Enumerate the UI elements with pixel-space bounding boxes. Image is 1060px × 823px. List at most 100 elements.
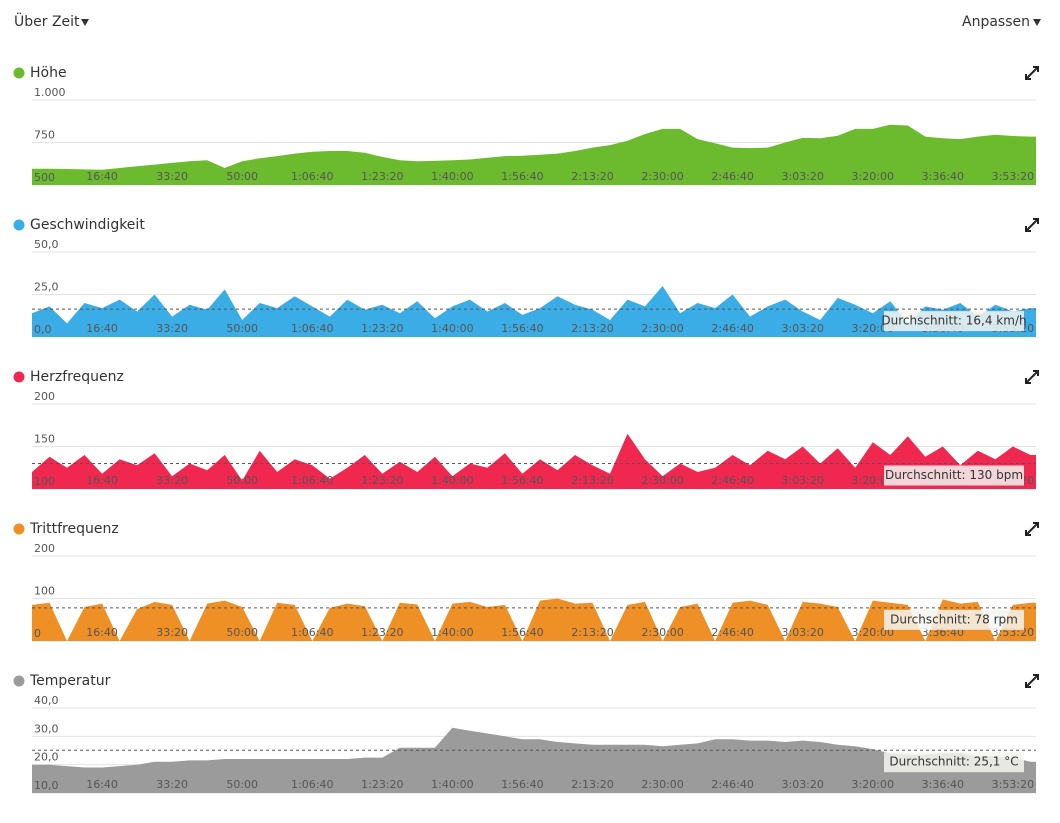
x-tick-label: 50:00 — [226, 170, 258, 183]
x-tick-label: 3:03:20 — [781, 778, 823, 791]
x-tick-label: 2:13:20 — [571, 626, 613, 639]
y-tick-label: 40,0 — [34, 694, 59, 707]
expand-icon[interactable] — [1025, 370, 1039, 384]
x-tick-label: 1:06:40 — [291, 778, 333, 791]
y-tick-label: 1.000 — [34, 86, 66, 99]
y-tick-label: 0,0 — [34, 323, 52, 336]
x-tick-label: 3:20:00 — [852, 170, 894, 183]
x-tick-label: 3:36:40 — [922, 170, 964, 183]
x-tick-label: 2:46:40 — [711, 322, 753, 335]
legend-dot — [13, 67, 25, 79]
x-tick-label: 1:23:20 — [361, 170, 403, 183]
x-tick-label: 3:03:20 — [781, 170, 823, 183]
x-tick-label: 2:13:20 — [571, 474, 613, 487]
x-tick-label: 16:40 — [86, 170, 118, 183]
x-tick-label: 2:30:00 — [641, 474, 683, 487]
average-box — [884, 465, 1024, 486]
x-tick-label: 2:13:20 — [571, 778, 613, 791]
x-tick-label: 1:40:00 — [431, 322, 473, 335]
x-tick-label: 1:06:40 — [291, 322, 333, 335]
x-tick-label: 50:00 — [226, 474, 258, 487]
average-label: Durchschnitt: 25,1 °C — [889, 755, 1018, 769]
expand-icon[interactable] — [1025, 674, 1039, 688]
y-tick-label: 100 — [34, 585, 55, 598]
y-tick-label: 50,0 — [34, 238, 59, 251]
x-tick-label: 1:23:20 — [361, 778, 403, 791]
x-tick-label: 50:00 — [226, 322, 258, 335]
x-tick-label: 16:40 — [86, 474, 118, 487]
x-tick-label: 2:30:00 — [641, 322, 683, 335]
x-tick-label: 3:53:20 — [992, 778, 1034, 791]
chart-title: Trittfrequenz — [29, 521, 119, 537]
average-label: Durchschnitt: 130 bpm — [885, 468, 1023, 482]
expand-icon[interactable] — [1025, 66, 1039, 80]
x-tick-label: 33:20 — [156, 170, 188, 183]
x-tick-label: 1:06:40 — [291, 170, 333, 183]
x-tick-label: 33:20 — [156, 778, 188, 791]
x-tick-label: 3:20:00 — [852, 626, 894, 639]
x-tick-label: 1:40:00 — [431, 170, 473, 183]
y-tick-label: 200 — [34, 390, 55, 403]
x-tick-label: 2:13:20 — [571, 170, 613, 183]
view-selector[interactable]: Über Zeit — [14, 12, 80, 30]
expand-icon[interactable] — [1025, 522, 1039, 536]
x-tick-label: 2:46:40 — [711, 626, 753, 639]
average-box — [884, 609, 1024, 630]
area — [32, 598, 1036, 641]
x-tick-label: 1:40:00 — [431, 626, 473, 639]
x-tick-label: 3:53:20 — [992, 170, 1034, 183]
area — [32, 727, 1036, 793]
y-tick-label: 20,0 — [34, 751, 59, 764]
average-label: Durchschnitt: 78 rpm — [890, 612, 1018, 626]
x-tick-label: 1:23:20 — [361, 322, 403, 335]
y-tick-label: 150 — [34, 433, 55, 446]
x-tick-label: 1:23:20 — [361, 474, 403, 487]
y-tick-label: 100 — [34, 475, 55, 488]
x-tick-label: 2:46:40 — [711, 778, 753, 791]
area — [32, 286, 1036, 337]
x-tick-label: 3:03:20 — [781, 322, 823, 335]
legend-dot — [13, 371, 25, 383]
dropdown-arrow[interactable] — [1033, 19, 1041, 26]
x-tick-label: 1:40:00 — [431, 474, 473, 487]
y-tick-label: 25,0 — [34, 281, 59, 294]
x-tick-label: 2:30:00 — [641, 170, 683, 183]
dropdown-arrow[interactable] — [81, 19, 89, 26]
x-tick-label: 1:06:40 — [291, 474, 333, 487]
x-tick-label: 2:46:40 — [711, 474, 753, 487]
x-tick-label: 1:56:40 — [501, 778, 543, 791]
x-tick-label: 33:20 — [156, 322, 188, 335]
area — [32, 433, 1036, 489]
customize-button[interactable]: Anpassen — [962, 14, 1030, 30]
x-tick-label: 3:03:20 — [781, 626, 823, 639]
y-tick-label: 10,0 — [34, 779, 59, 792]
x-tick-label: 2:30:00 — [641, 626, 683, 639]
x-tick-label: 50:00 — [226, 778, 258, 791]
expand-icon[interactable] — [1025, 218, 1039, 232]
x-tick-label: 1:56:40 — [501, 322, 543, 335]
average-label: Durchschnitt: 16,4 km/h — [881, 314, 1026, 328]
x-tick-label: 2:30:00 — [641, 778, 683, 791]
x-tick-label: 16:40 — [86, 322, 118, 335]
x-tick-label: 1:23:20 — [361, 626, 403, 639]
legend-dot — [13, 219, 25, 231]
chart-title: Höhe — [30, 65, 67, 81]
x-tick-label: 16:40 — [86, 626, 118, 639]
x-tick-label: 2:46:40 — [711, 170, 753, 183]
area — [32, 124, 1036, 185]
x-tick-label: 3:20:00 — [852, 778, 894, 791]
average-box — [884, 752, 1024, 773]
x-tick-label: 2:13:20 — [571, 322, 613, 335]
x-tick-label: 3:03:20 — [781, 474, 823, 487]
y-tick-label: 750 — [34, 129, 55, 142]
x-tick-label: 1:56:40 — [501, 626, 543, 639]
x-tick-label: 33:20 — [156, 474, 188, 487]
x-tick-label: 1:56:40 — [501, 170, 543, 183]
x-tick-label: 3:20:00 — [852, 474, 894, 487]
legend-dot — [13, 523, 25, 535]
average-box — [884, 311, 1024, 332]
y-tick-label: 500 — [34, 171, 55, 184]
x-tick-label: 16:40 — [86, 778, 118, 791]
y-tick-label: 200 — [34, 542, 55, 555]
x-tick-label: 50:00 — [226, 626, 258, 639]
